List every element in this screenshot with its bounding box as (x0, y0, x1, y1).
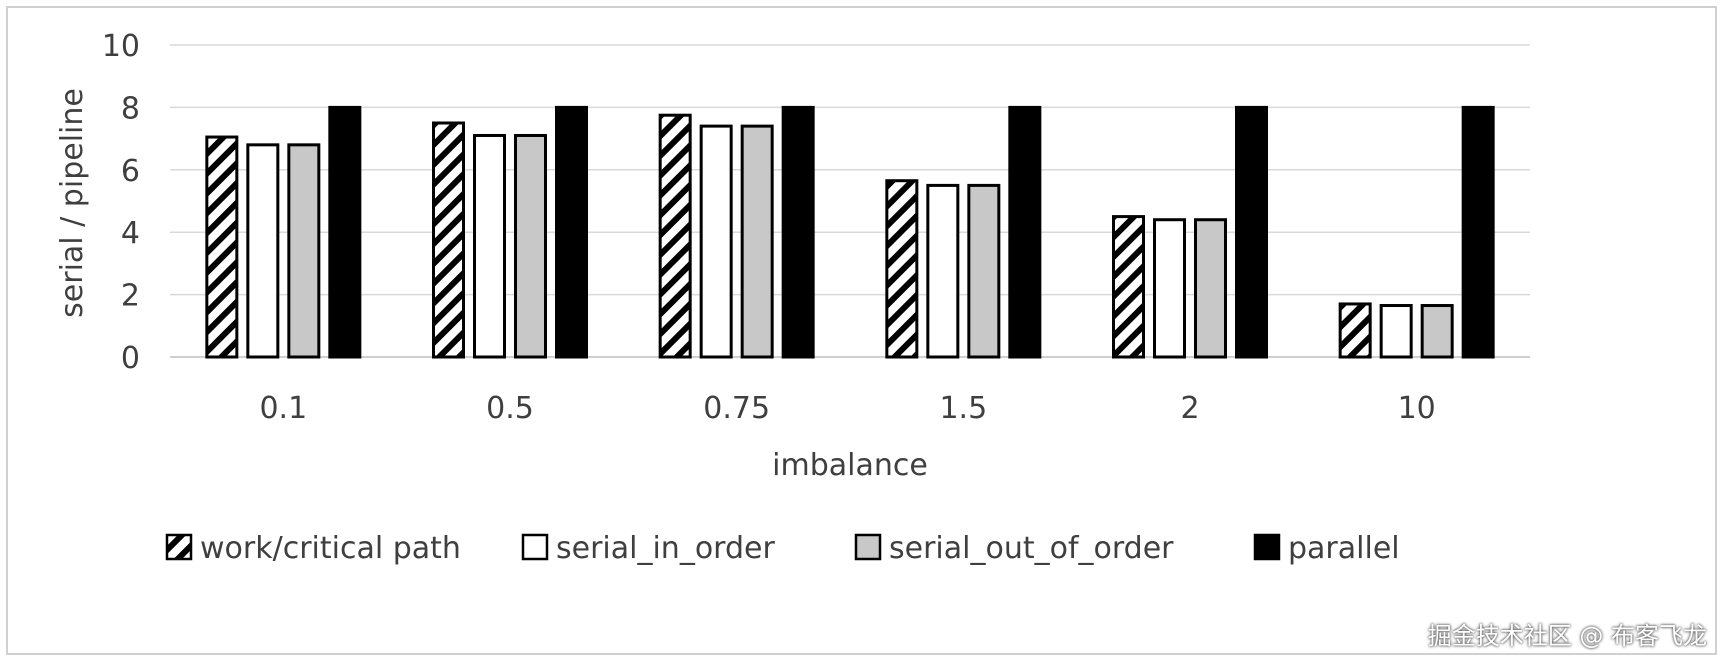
x-tick-label: 2 (1180, 391, 1199, 426)
x-tick-label: 0.5 (486, 391, 534, 426)
bar-serial-out-of-order-1.5 (967, 183, 1001, 359)
bar-serial-in-order-0.5 (473, 133, 506, 359)
y-tick-label: 4 (121, 216, 140, 251)
legend-swatch (521, 533, 549, 561)
y-tick-label: 10 (102, 29, 140, 64)
bar-work-critical-path-10 (1338, 302, 1372, 359)
bar-work-critical-path-0.5 (432, 121, 465, 359)
bar-work-critical-path-0.75 (658, 113, 692, 359)
legend-label: serial_out_of_order (889, 531, 1174, 566)
legend-swatch (165, 533, 193, 561)
y-tick-label: 0 (121, 341, 140, 376)
bar-parallel-10 (1461, 105, 1495, 359)
legend: work/critical path serial_in_order serial_… (165, 531, 1400, 566)
bar-serial-in-order-10 (1379, 304, 1413, 359)
x-tick-label: 0.1 (259, 391, 307, 426)
x-axis-label: imbalance (772, 448, 928, 483)
legend-label: work/critical path (200, 531, 461, 566)
x-tick-label: 10 (1398, 391, 1436, 426)
y-tick-label: 2 (121, 279, 140, 314)
chart-frame (6, 6, 1717, 655)
bar-parallel-2 (1235, 105, 1268, 359)
bar-serial-in-order-0.1 (246, 143, 280, 359)
bar-parallel-0.75 (781, 105, 815, 359)
bar-serial-in-order-1.5 (926, 183, 960, 359)
legend-swatch (854, 533, 882, 561)
bar-serial-in-order-0.75 (699, 124, 733, 359)
bar-work-critical-path-1.5 (885, 179, 919, 359)
bar-serial-out-of-order-2 (1194, 218, 1227, 359)
bar-work-critical-path-0.1 (205, 135, 239, 359)
bar-work-critical-path-2 (1112, 215, 1145, 359)
y-tick-label: 6 (121, 154, 140, 189)
x-tick-label: 0.75 (703, 391, 770, 426)
bar-serial-in-order-2 (1153, 218, 1186, 359)
bar-serial-out-of-order-0.1 (287, 143, 321, 359)
bar-serial-out-of-order-10 (1420, 304, 1454, 359)
bar-serial-out-of-order-0.75 (740, 124, 774, 359)
watermark: 掘金技术社区 @ 布客飞龙 (1427, 622, 1707, 650)
legend-swatch (1253, 533, 1281, 561)
y-axis-label: serial / pipeline (55, 88, 90, 318)
bar-serial-out-of-order-0.5 (514, 133, 547, 359)
y-tick-label: 8 (121, 91, 140, 126)
bar-parallel-0.1 (328, 105, 362, 359)
bar-parallel-1.5 (1008, 105, 1042, 359)
x-tick-label: 1.5 (939, 391, 987, 426)
bar-parallel-0.5 (555, 105, 588, 359)
legend-label: serial_in_order (556, 531, 775, 566)
legend-label: parallel (1288, 531, 1400, 566)
